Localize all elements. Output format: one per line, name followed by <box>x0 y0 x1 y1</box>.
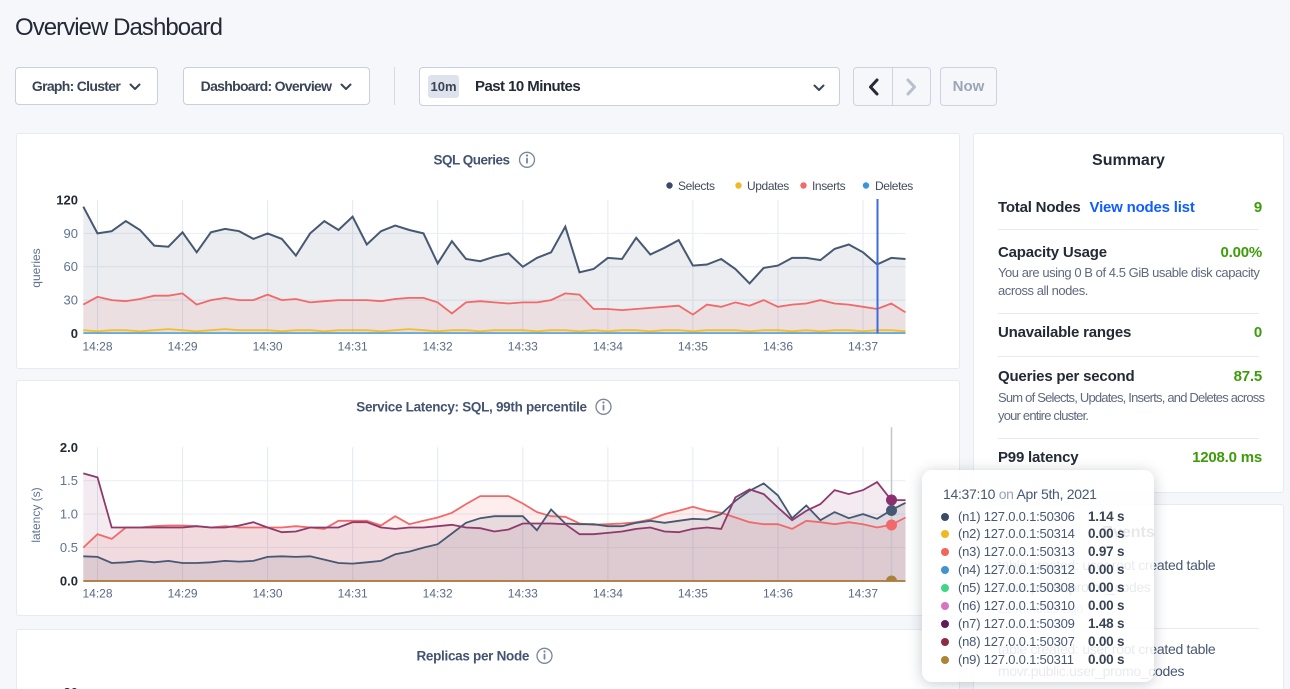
svg-text:SQL Queries: SQL Queries <box>433 153 509 168</box>
svg-text:14:30: 14:30 <box>253 587 283 601</box>
svg-text:Replicas per Node: Replicas per Node <box>416 649 529 664</box>
svg-text:14:30: 14:30 <box>253 340 283 354</box>
svg-text:14:28: 14:28 <box>82 587 112 601</box>
svg-text:1.5: 1.5 <box>60 473 78 488</box>
svg-text:latency (s): latency (s) <box>29 487 43 542</box>
svg-text:1.0: 1.0 <box>60 507 78 522</box>
svg-text:30: 30 <box>64 293 78 308</box>
svg-text:14:37: 14:37 <box>848 340 878 354</box>
svg-text:14:31: 14:31 <box>338 587 368 601</box>
svg-text:120: 120 <box>56 193 78 208</box>
svg-text:Updates: Updates <box>747 179 789 193</box>
svg-text:14:35: 14:35 <box>678 587 708 601</box>
svg-text:Selects: Selects <box>678 179 715 193</box>
svg-text:60: 60 <box>64 259 78 274</box>
svg-text:14:34: 14:34 <box>593 587 623 601</box>
svg-text:Deletes: Deletes <box>875 179 913 193</box>
svg-text:queries: queries <box>29 248 43 287</box>
svg-text:14:29: 14:29 <box>168 587 198 601</box>
svg-text:14:32: 14:32 <box>423 340 453 354</box>
svg-text:90: 90 <box>64 226 78 241</box>
svg-text:14:36: 14:36 <box>763 340 793 354</box>
svg-text:0: 0 <box>71 326 78 341</box>
svg-text:14:36: 14:36 <box>763 587 793 601</box>
svg-text:14:33: 14:33 <box>508 587 538 601</box>
svg-text:30: 30 <box>64 685 78 689</box>
svg-text:14:28: 14:28 <box>82 340 112 354</box>
svg-text:2.0: 2.0 <box>60 440 78 455</box>
svg-text:14:34: 14:34 <box>593 340 623 354</box>
svg-text:0.0: 0.0 <box>60 574 78 589</box>
svg-text:Service Latency: SQL, 99th per: Service Latency: SQL, 99th percentile <box>356 400 587 415</box>
svg-text:14:29: 14:29 <box>168 340 198 354</box>
svg-text:14:31: 14:31 <box>338 340 368 354</box>
svg-text:0.5: 0.5 <box>60 540 78 555</box>
svg-text:Inserts: Inserts <box>812 179 846 193</box>
svg-text:14:37: 14:37 <box>848 587 878 601</box>
svg-text:14:32: 14:32 <box>423 587 453 601</box>
svg-text:14:33: 14:33 <box>508 340 538 354</box>
svg-text:14:35: 14:35 <box>678 340 708 354</box>
